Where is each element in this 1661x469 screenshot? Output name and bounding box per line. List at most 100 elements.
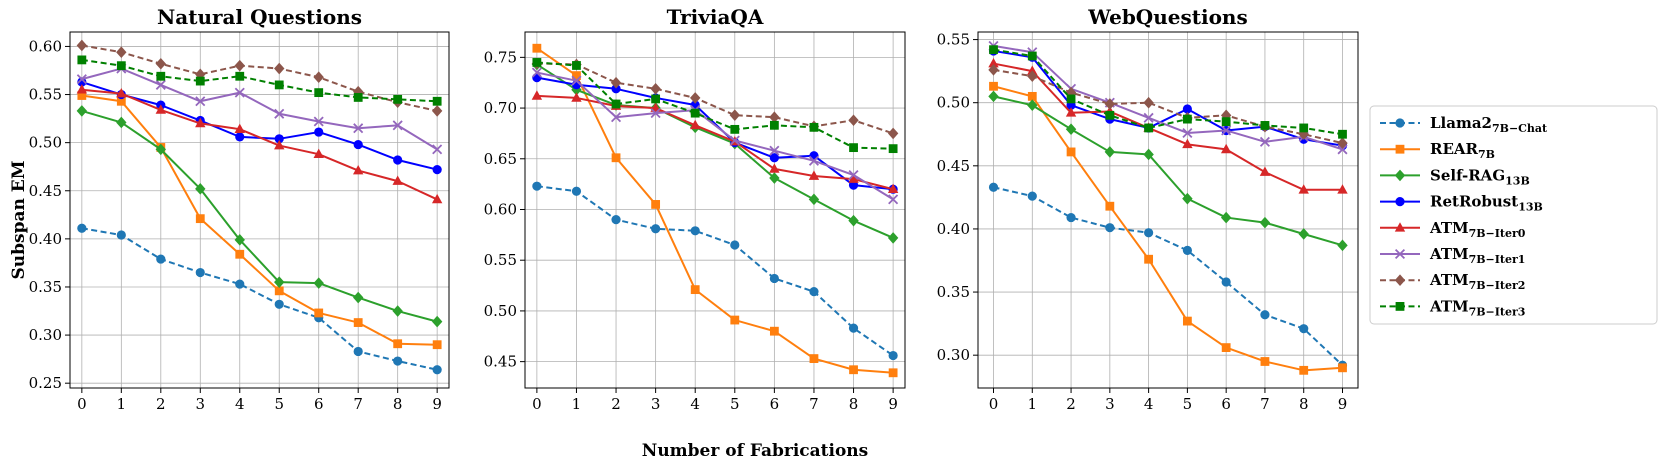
data-point-atm0 — [571, 92, 582, 102]
data-point-atm2 — [650, 82, 661, 95]
chart-panel-webquestions: 0 1 2 3 4 5 6 7 8 9 0.30 0.35 0.40 0.45 0.50 0.55 WebQue… — [937, 5, 1359, 413]
data-point-atm3 — [1066, 94, 1076, 104]
series-line-atm1 — [81, 67, 438, 151]
data-point-atm3 — [1144, 123, 1154, 133]
data-point-atm3 — [809, 122, 819, 132]
axes-frame — [524, 31, 906, 389]
legend-marker — [1394, 274, 1406, 286]
x-tick-label: 4 — [690, 395, 700, 413]
data-point-selfrag — [848, 214, 859, 227]
series-line-atm0 — [536, 94, 894, 191]
data-point-atm3 — [769, 120, 779, 130]
data-point-selfrag — [1220, 211, 1232, 224]
data-point-rear — [1338, 363, 1347, 373]
data-point-llama2 — [1144, 228, 1154, 238]
legend-label: REAR7B — [1430, 140, 1495, 161]
data-point-selfrag — [887, 232, 899, 244]
data-point-selfrag — [116, 116, 127, 129]
series-line-atm0 — [993, 62, 1343, 191]
data-point-retrobust — [77, 77, 87, 87]
chart-title: TriviaQA — [667, 5, 764, 29]
x-tick-label: 2 — [156, 395, 166, 413]
legend-entry-atm3: ATM7B−Iter3 — [1380, 297, 1525, 318]
y-tick-label: 0.30 — [937, 346, 970, 364]
y-tick-label: 0.45 — [29, 182, 62, 200]
legend: Llama27B−Chat REAR7B Self-RAG13B RetRobust1… — [1369, 105, 1658, 325]
x-tick-label: 2 — [611, 395, 621, 413]
data-point-rear — [1221, 343, 1231, 353]
y-tick-label: 0.45 — [937, 157, 970, 175]
legend-entry-llama2: Llama27B−Chat — [1380, 114, 1548, 135]
y-tick-label: 0.55 — [937, 31, 970, 49]
data-point-atm3 — [314, 88, 324, 98]
legend-marker — [1394, 169, 1406, 182]
data-point-atm1 — [650, 108, 661, 119]
data-point-selfrag — [988, 90, 999, 103]
series-line-rear — [993, 85, 1343, 372]
data-point-atm3 — [572, 61, 581, 70]
legend-label: Llama27B−Chat — [1430, 114, 1548, 135]
data-point-atm1 — [353, 123, 364, 134]
data-point-llama2 — [730, 240, 740, 250]
data-point-atm1 — [848, 169, 859, 181]
y-tick-label: 0.35 — [29, 278, 62, 296]
data-point-llama2 — [432, 365, 442, 375]
legend-marker — [1395, 144, 1405, 154]
data-point-atm3 — [1338, 129, 1347, 139]
data-point-selfrag — [76, 105, 88, 117]
data-point-atm0 — [195, 117, 206, 128]
chart-title: Natural Questions — [157, 5, 362, 29]
data-point-rear — [1260, 357, 1270, 366]
data-point-atm2 — [887, 127, 899, 140]
x-tick-label: 3 — [651, 395, 661, 413]
series-atm3 — [77, 55, 442, 106]
data-point-atm1 — [432, 144, 443, 155]
series-line-llama2 — [81, 227, 438, 371]
legend-marker — [1394, 222, 1406, 232]
series-line-atm3 — [993, 48, 1343, 136]
series-atm1 — [76, 63, 443, 155]
series-llama2 — [77, 223, 442, 375]
series-atm2 — [76, 39, 443, 117]
data-point-rear — [274, 286, 284, 296]
x-tick-label: 5 — [730, 395, 740, 413]
y-tick-label: 0.50 — [29, 134, 62, 152]
data-point-atm3 — [274, 80, 284, 90]
data-point-rear — [1066, 147, 1076, 157]
data-point-rear — [77, 91, 87, 100]
data-point-atm1 — [155, 79, 166, 90]
data-point-rear — [809, 354, 819, 363]
data-point-atm1 — [313, 116, 324, 127]
chart-panel-triviaqa: 0 1 2 3 4 5 6 7 8 9 0.45 0.50 0.55 0.60 0.65 0.70 0.75 Tr… — [484, 5, 906, 413]
series-line-llama2 — [536, 185, 894, 357]
x-axis-label: Number of Fabrications — [642, 441, 868, 461]
data-point-atm2 — [431, 105, 443, 117]
data-point-selfrag — [155, 143, 167, 156]
legend-marker — [1394, 248, 1406, 260]
legend-marker — [1395, 302, 1405, 311]
data-point-llama2 — [393, 356, 403, 366]
x-tick-label: 6 — [770, 395, 780, 413]
data-point-selfrag — [1065, 123, 1077, 136]
data-point-atm3 — [1221, 117, 1231, 127]
x-tick-label: 8 — [849, 395, 859, 413]
y-tick-label: 0.40 — [29, 230, 62, 248]
legend-label: ATM7B−Iter0 — [1429, 219, 1526, 240]
x-tick-label: 3 — [196, 395, 206, 413]
legend-entry-rear: REAR7B — [1380, 140, 1495, 161]
data-point-llama2 — [988, 182, 999, 192]
x-tick-label: 7 — [353, 395, 363, 413]
y-tick-label: 0.45 — [484, 353, 517, 371]
data-point-atm0 — [690, 119, 701, 130]
data-point-retrobust — [235, 132, 245, 142]
data-point-rear — [849, 365, 858, 375]
legend-label: RetRobust13B — [1430, 193, 1543, 214]
data-point-atm2 — [1298, 128, 1309, 141]
data-point-atm2 — [155, 57, 167, 70]
x-tick-label: 5 — [1183, 395, 1193, 413]
data-point-selfrag — [195, 183, 206, 195]
series-line-llama2 — [993, 186, 1344, 367]
data-point-llama2 — [571, 186, 582, 196]
data-point-atm0 — [848, 173, 859, 183]
y-tick-label: 0.60 — [29, 37, 62, 55]
